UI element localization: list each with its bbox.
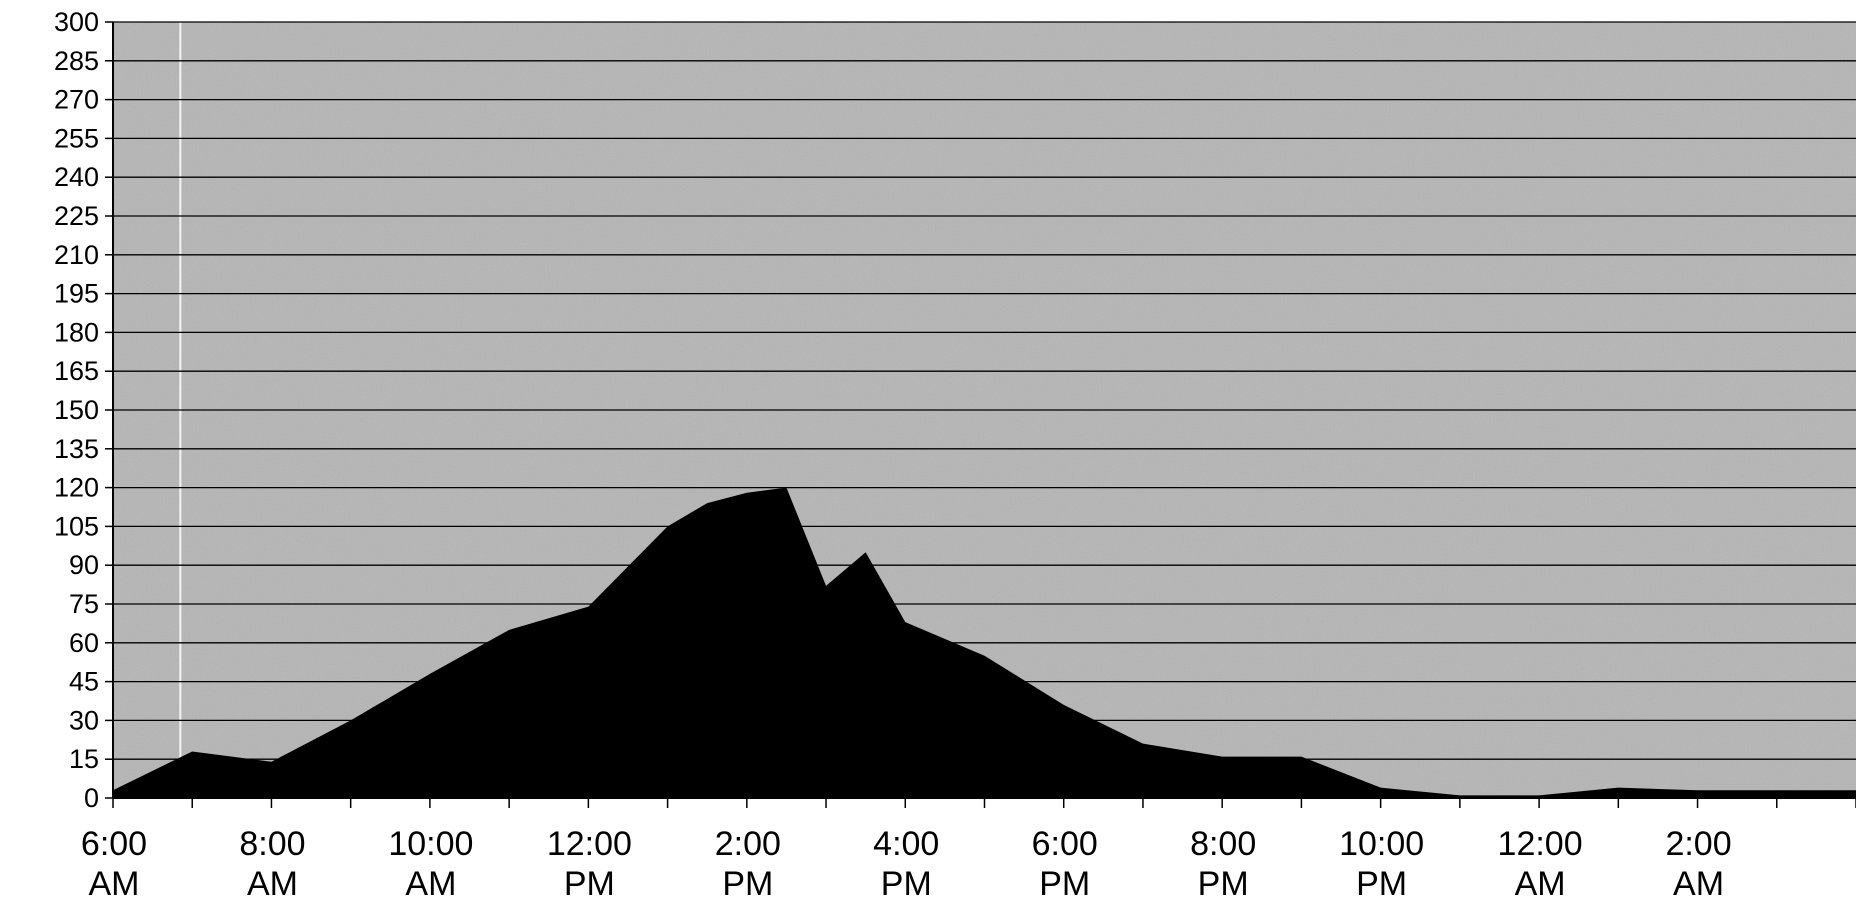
y-tick-label: 15 xyxy=(69,744,99,774)
y-tick-label: 210 xyxy=(54,240,99,270)
y-tick-label: 30 xyxy=(69,705,99,735)
y-tick-label: 300 xyxy=(54,7,99,37)
x-tick-label: 12:00 PM xyxy=(547,825,632,903)
y-tick-label: 285 xyxy=(54,46,99,76)
y-tick-label: 165 xyxy=(54,356,99,386)
x-tick-label: 12:00 AM xyxy=(1498,825,1583,903)
x-tick-label: 8:00 PM xyxy=(1190,825,1256,903)
x-tick-label: 4:00 PM xyxy=(873,825,939,903)
x-tick-label: 2:00 AM xyxy=(1665,825,1731,903)
x-tick-label: 8:00 AM xyxy=(239,825,305,903)
y-tick-label: 90 xyxy=(69,550,99,580)
y-tick-label: 150 xyxy=(54,395,99,425)
y-tick-label: 0 xyxy=(84,783,99,813)
x-tick-label: 10:00 AM xyxy=(388,825,473,903)
y-tick-label: 270 xyxy=(54,85,99,115)
y-tick-label: 255 xyxy=(54,123,99,153)
series-area xyxy=(113,487,1856,798)
y-tick-label: 105 xyxy=(54,511,99,541)
y-tick-label: 120 xyxy=(54,473,99,503)
y-tick-label: 240 xyxy=(54,162,99,192)
y-tick-label: 60 xyxy=(69,628,99,658)
y-tick-label: 135 xyxy=(54,434,99,464)
x-tick-label: 6:00 PM xyxy=(1032,825,1098,903)
y-tick-label: 75 xyxy=(69,589,99,619)
x-tick-label: 2:00 PM xyxy=(715,825,781,903)
y-tick-label: 225 xyxy=(54,201,99,231)
y-tick-label: 45 xyxy=(69,667,99,697)
y-tick-label: 195 xyxy=(54,279,99,309)
y-tick-label: 180 xyxy=(54,317,99,347)
x-tick-label: 6:00 AM xyxy=(81,825,147,903)
x-tick-label: 10:00 PM xyxy=(1339,825,1424,903)
